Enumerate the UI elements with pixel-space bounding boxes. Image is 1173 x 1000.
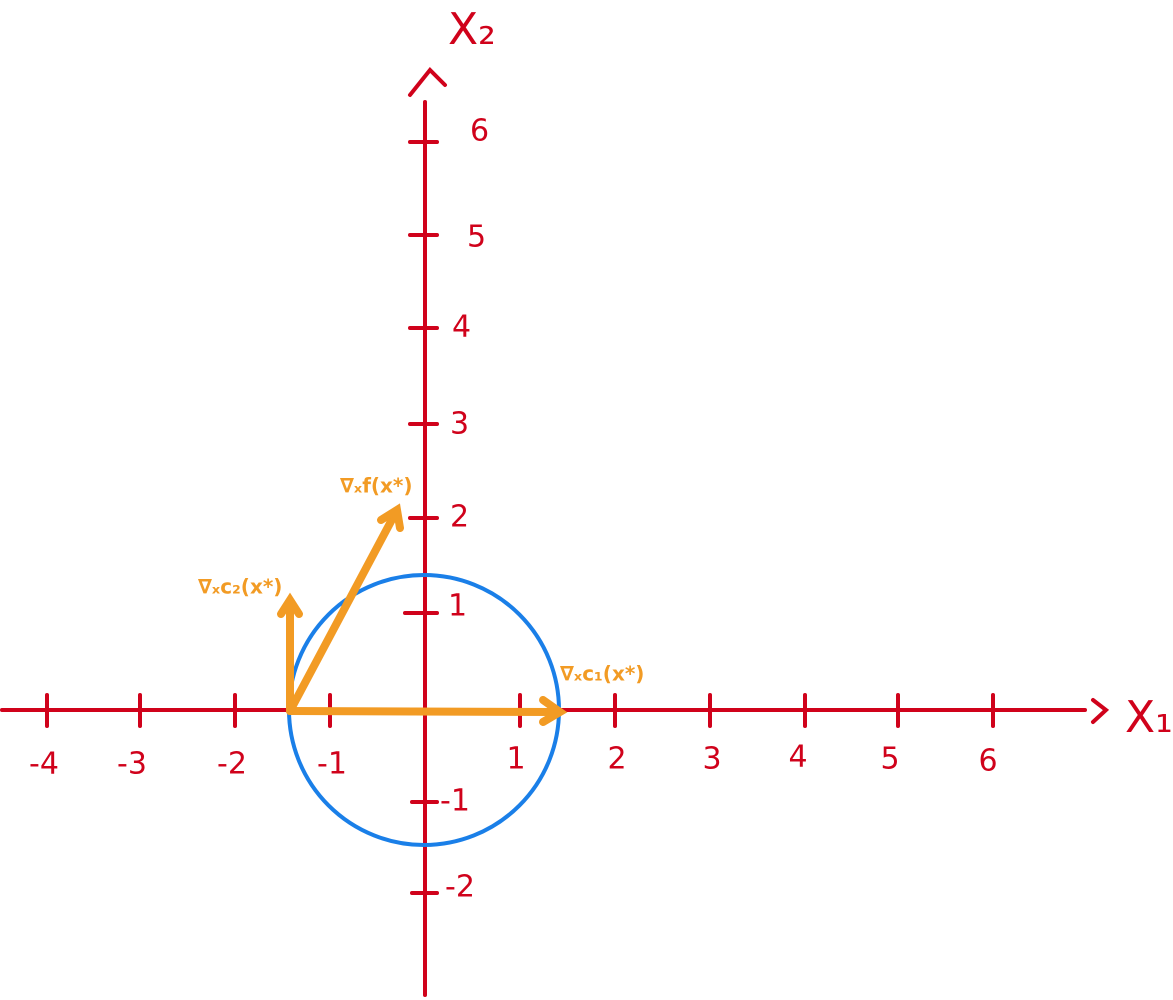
grad-c2-label: ∇ₓc₂(x*)	[198, 575, 282, 599]
grad-f-label: ∇ₓf(x*)	[340, 474, 413, 498]
y-tick-label: 3	[450, 407, 469, 442]
grad-c1-label: ∇ₓc₁(x*)	[560, 662, 644, 686]
y-tick-label: 5	[467, 220, 486, 255]
y-tick-label: 2	[450, 500, 469, 535]
x-tick-label: 3	[702, 742, 721, 777]
x-tick-label: -4	[29, 747, 59, 782]
x-tick-label: 1	[506, 742, 525, 777]
grad-c1-vector	[286, 707, 562, 716]
x-arrow	[1091, 698, 1110, 724]
y-arrow	[408, 67, 447, 97]
y-tick-label: 1	[448, 589, 467, 624]
x-tick-label: -2	[217, 747, 247, 782]
x-tick-label: 2	[607, 742, 626, 777]
x-tick-label: 4	[788, 740, 807, 775]
grad-f-vector	[286, 508, 400, 715]
arrow-head	[377, 503, 404, 532]
y-axis-label: X₂	[448, 4, 496, 55]
y-tick-label: 4	[452, 310, 471, 345]
ticks	[45, 140, 995, 895]
x-tick-label: 6	[978, 744, 997, 779]
y-tick-label: -1	[440, 784, 470, 819]
x-tick-label: -3	[117, 747, 147, 782]
x-tick-label: 5	[880, 742, 899, 777]
y-tick-label: 6	[470, 114, 489, 149]
x-axis-label: X₁	[1125, 692, 1173, 743]
y-tick-label: -2	[445, 870, 475, 905]
arrow-head	[539, 696, 568, 726]
arrow-head	[277, 592, 303, 618]
x-tick-label: -1	[317, 747, 347, 782]
